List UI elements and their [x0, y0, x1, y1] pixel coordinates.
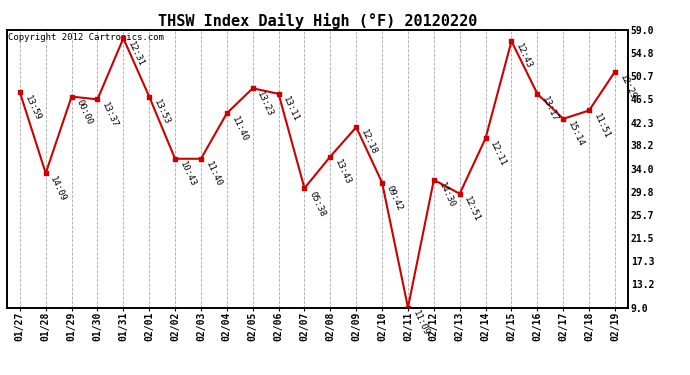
Point	[195, 156, 206, 162]
Point	[14, 89, 26, 95]
Text: 11:40: 11:40	[230, 115, 249, 143]
Text: 13:43: 13:43	[333, 158, 353, 186]
Point	[92, 96, 103, 102]
Point	[454, 191, 465, 197]
Text: 11:09: 11:09	[411, 309, 431, 337]
Text: 14:09: 14:09	[48, 175, 68, 203]
Point	[506, 38, 517, 44]
Text: 15:14: 15:14	[566, 120, 586, 148]
Text: 10:43: 10:43	[178, 160, 197, 188]
Point	[66, 94, 77, 100]
Text: 09:42: 09:42	[385, 184, 404, 212]
Text: 13:59: 13:59	[23, 93, 42, 122]
Text: 13:11: 13:11	[282, 95, 301, 123]
Text: Copyright 2012 Cartronics.com: Copyright 2012 Cartronics.com	[8, 33, 164, 42]
Text: 14:30: 14:30	[437, 181, 456, 209]
Text: 13:23: 13:23	[255, 90, 275, 118]
Point	[299, 185, 310, 191]
Point	[428, 177, 440, 183]
Text: 05:38: 05:38	[307, 190, 327, 218]
Text: 12:31: 12:31	[126, 40, 146, 68]
Point	[532, 91, 543, 97]
Text: 11:40: 11:40	[204, 160, 224, 188]
Point	[221, 110, 233, 116]
Text: 13:53: 13:53	[152, 98, 172, 126]
Point	[40, 170, 51, 176]
Point	[402, 304, 413, 310]
Point	[609, 69, 620, 75]
Point	[325, 153, 336, 159]
Point	[351, 124, 362, 130]
Text: 12:29: 12:29	[618, 73, 638, 101]
Point	[584, 108, 595, 114]
Text: 12:11: 12:11	[489, 140, 508, 168]
Text: 12:51: 12:51	[462, 195, 482, 223]
Point	[558, 116, 569, 122]
Point	[480, 135, 491, 141]
Point	[247, 85, 258, 91]
Point	[170, 156, 181, 162]
Title: THSW Index Daily High (°F) 20120220: THSW Index Daily High (°F) 20120220	[158, 13, 477, 29]
Text: 12:43: 12:43	[514, 42, 534, 70]
Point	[273, 91, 284, 97]
Text: 12:18: 12:18	[359, 129, 379, 157]
Text: 00:00: 00:00	[75, 98, 94, 126]
Point	[144, 94, 155, 100]
Text: 11:51: 11:51	[592, 112, 611, 140]
Text: 13:17: 13:17	[540, 95, 560, 123]
Point	[377, 180, 388, 186]
Text: 13:37: 13:37	[100, 101, 120, 129]
Point	[118, 35, 129, 41]
